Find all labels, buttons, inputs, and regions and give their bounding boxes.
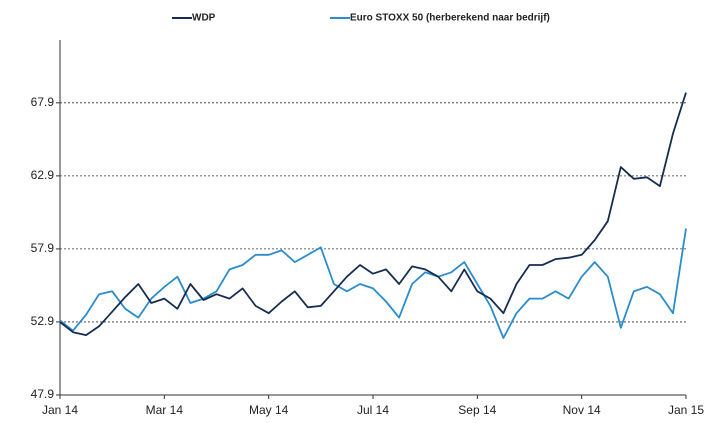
legend-label: Euro STOXX 50 (herberekend naar bedrijf) xyxy=(350,13,550,24)
legend-label: WDP xyxy=(192,13,216,24)
y-tick-label: 47.9 xyxy=(31,387,55,401)
x-tick-label: Nov 14 xyxy=(563,403,601,417)
x-tick-label: Jul 14 xyxy=(357,403,389,417)
y-tick-label: 57.9 xyxy=(31,241,55,255)
x-tick-label: May 14 xyxy=(249,403,289,417)
y-tick-label: 67.9 xyxy=(31,95,55,109)
y-tick-label: 52.9 xyxy=(31,314,55,328)
x-tick-label: Jan 15 xyxy=(668,403,704,417)
x-tick-label: Mar 14 xyxy=(146,403,184,417)
x-tick-label: Sep 14 xyxy=(458,403,496,417)
series-line xyxy=(59,228,687,339)
y-tick-label: 62.9 xyxy=(31,168,55,182)
x-tick-label: Jan 14 xyxy=(42,403,78,417)
series-line xyxy=(59,92,687,337)
